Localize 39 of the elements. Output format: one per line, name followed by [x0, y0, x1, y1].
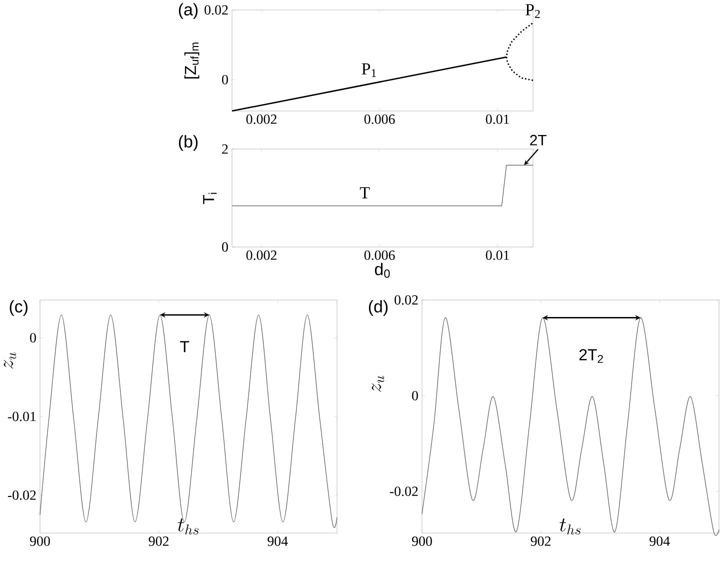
chart-title: (a): [178, 3, 198, 19]
annotation: 2T: [530, 134, 546, 146]
y-tick-label: 0: [222, 242, 228, 252]
y-axis-title: $z_u$: [372, 376, 384, 392]
y-tick-label: 0: [30, 333, 36, 342]
y-tick-label: 0: [412, 390, 418, 400]
y-axis-title: $z_u$: [4, 352, 16, 369]
x-tick-label: 0.002: [246, 114, 276, 124]
x-tick-label: 0.01: [486, 250, 509, 260]
x-tick-label: 0.01: [486, 114, 509, 124]
y-tick-label: 0.02: [204, 5, 228, 15]
x-tick-label: 0.006: [364, 114, 395, 124]
x-tick-label: 0.002: [246, 250, 276, 260]
chart-title: (d): [368, 300, 388, 316]
y-tick-label: -0.02: [390, 486, 418, 496]
y-tick-label: 0: [222, 74, 228, 84]
chart-title: (c): [10, 300, 28, 316]
y-axis-title: T$_{i}$: [203, 192, 217, 204]
series-label: P$_{1}$: [362, 63, 376, 77]
y-tick-label: -0.02: [8, 490, 36, 500]
annotation: T: [180, 341, 190, 352]
x-axis-title: d$_{0}$: [374, 262, 390, 278]
y-axis-title: [Z$_{uf}$]$_{m}$: [184, 42, 200, 78]
y-tick-label: 2: [222, 144, 228, 154]
annotation: T: [360, 187, 370, 198]
x-tick-label: 900: [412, 536, 432, 546]
y-tick-label: -0.01: [8, 412, 36, 422]
chart-title: (b): [178, 135, 198, 151]
x-tick-label: 0.006: [364, 250, 395, 260]
y-tick-label: 0.02: [394, 295, 418, 305]
annotation: 2T$_{2}$: [579, 349, 603, 363]
x-tick-label: 902: [148, 536, 168, 546]
x-tick-label: 902: [530, 536, 550, 546]
x-axis-title: $t_{hs}$: [560, 518, 581, 535]
x-tick-label: 900: [30, 536, 50, 546]
series-label: P$_{2}$: [526, 4, 540, 18]
x-axis-title: $t_{hs}$: [178, 518, 199, 535]
x-tick-label: 904: [650, 536, 670, 546]
x-tick-label: 904: [268, 536, 288, 546]
